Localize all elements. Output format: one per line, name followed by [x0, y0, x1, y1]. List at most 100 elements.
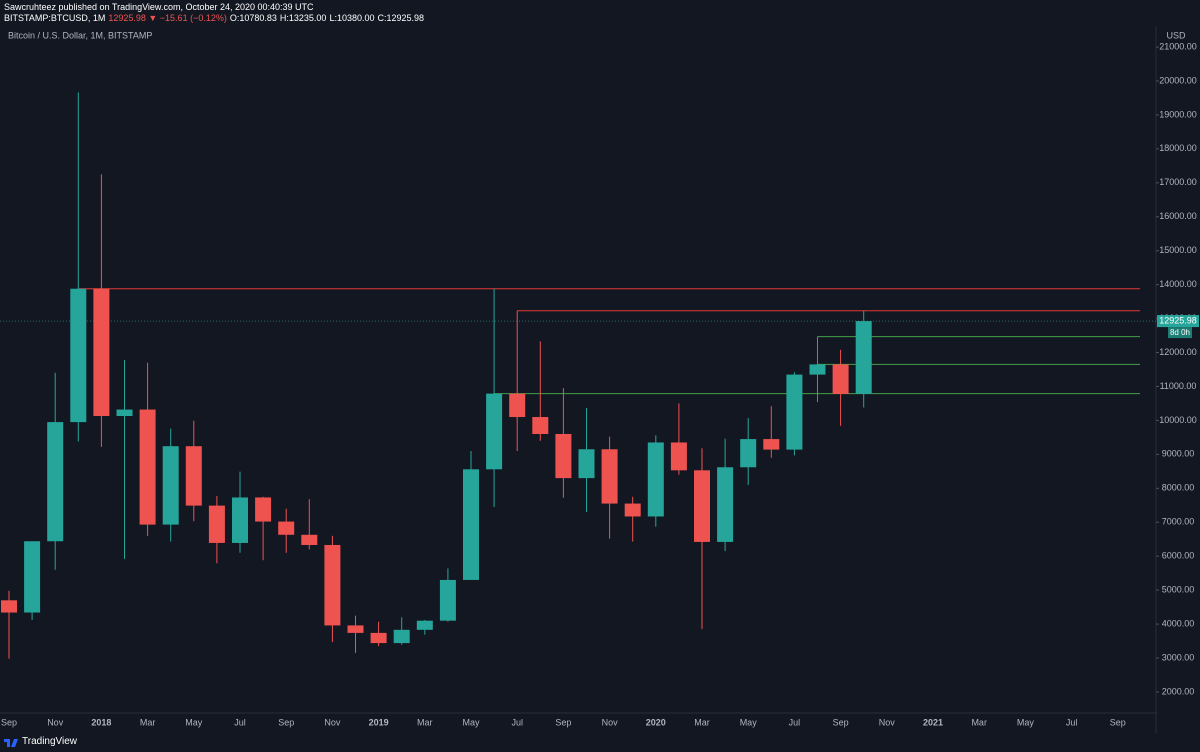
- candle-body: [393, 629, 410, 644]
- candle-body: [647, 442, 664, 517]
- y-tick-label: 2000.00: [1162, 686, 1195, 696]
- y-tick-label: 7000.00: [1162, 517, 1195, 527]
- chart-title: Bitcoin / U.S. Dollar, 1M, BITSTAMP: [8, 30, 152, 40]
- candle-body: [740, 439, 757, 468]
- y-tick-label: 18000.00: [1159, 143, 1197, 153]
- x-tick-label: Sep: [1110, 717, 1126, 727]
- x-tick-label: Sep: [1, 717, 17, 727]
- candle-body: [370, 632, 387, 644]
- x-tick-label: Jul: [789, 717, 801, 727]
- y-tick-label: 21000.00: [1159, 41, 1197, 51]
- x-tick-label: May: [1017, 717, 1035, 727]
- x-tick-label: Mar: [694, 717, 710, 727]
- y-tick-label: 9000.00: [1162, 449, 1195, 459]
- candle-body: [162, 446, 179, 525]
- x-tick-label: Jul: [511, 717, 523, 727]
- candle-body: [855, 321, 872, 394]
- candle-body: [532, 417, 549, 434]
- logo: [4, 738, 18, 747]
- candle-body: [439, 579, 456, 621]
- y-tick-label: 4000.00: [1162, 618, 1195, 628]
- ohlc-l: L:10380.00: [329, 13, 375, 23]
- x-tick-label: Jul: [1066, 717, 1078, 727]
- candle-body: [208, 505, 225, 543]
- author-line: Sawcruhteez published on TradingView.com…: [4, 2, 314, 12]
- candle-body: [301, 534, 318, 545]
- x-tick-label: 2020: [646, 717, 666, 727]
- candle-body: [24, 541, 41, 613]
- symbol: BITSTAMP:BTCUSD, 1M: [4, 13, 106, 23]
- candle-body: [786, 374, 803, 450]
- symbol-line: BITSTAMP:BTCUSD, 1M 12925.98 ▼ −15.61 (−0…: [4, 13, 427, 24]
- x-tick-label: Nov: [602, 717, 619, 727]
- y-tick-label: 16000.00: [1159, 211, 1197, 221]
- y-tick-label: 8000.00: [1162, 483, 1195, 493]
- candle-body: [255, 497, 272, 522]
- y-tick-label: 3000.00: [1162, 652, 1195, 662]
- x-tick-label: 2019: [369, 717, 389, 727]
- ohlc-h: H:13235.00: [279, 13, 327, 23]
- ohlc-o: O:10780.83: [229, 13, 277, 23]
- y-tick-label: 12000.00: [1159, 347, 1197, 357]
- candle-body: [717, 467, 734, 542]
- x-tick-label: Mar: [417, 717, 433, 727]
- candle-body: [1, 600, 17, 613]
- candle-body: [139, 409, 156, 525]
- candle-body: [185, 446, 202, 506]
- candle-body: [509, 393, 526, 418]
- candle-body: [232, 497, 248, 543]
- candle-body: [694, 470, 710, 542]
- candle-body: [116, 409, 133, 417]
- y-tick-label: 6000.00: [1162, 551, 1195, 561]
- x-tick-label: Jul: [234, 717, 246, 727]
- x-tick-label: Sep: [833, 717, 849, 727]
- candle-body: [278, 521, 295, 535]
- x-tick-label: Nov: [879, 717, 896, 727]
- candle-body: [601, 449, 618, 504]
- currency: USD: [1166, 30, 1186, 40]
- candle-body: [763, 439, 780, 450]
- brand: TradingView: [22, 736, 78, 747]
- y-tick-label: 11000.00: [1160, 381, 1197, 391]
- x-tick-label: Mar: [971, 717, 987, 727]
- header: Sawcruhteez published on TradingView.com…: [4, 2, 427, 24]
- x-tick-label: Sep: [555, 717, 571, 727]
- ohlc-c: C:12925.98: [377, 13, 425, 23]
- candle-body: [347, 625, 364, 633]
- candle-body: [463, 469, 479, 580]
- candle-body: [324, 544, 341, 626]
- x-tick-label: May: [462, 717, 480, 727]
- x-tick-label: Sep: [278, 717, 294, 727]
- candle-body: [809, 364, 826, 375]
- y-tick-label: 10000.00: [1159, 415, 1197, 425]
- footer: TradingView: [4, 736, 77, 747]
- candle-body: [93, 288, 110, 417]
- y-tick-label: 17000.00: [1159, 177, 1197, 187]
- last-price-box: [1157, 315, 1199, 328]
- x-tick-label: 2021: [923, 717, 943, 727]
- x-tick-label: Nov: [324, 717, 341, 727]
- last-price-label: 12925.98: [1159, 315, 1197, 325]
- candle-body: [832, 364, 849, 394]
- candle-body: [670, 442, 687, 471]
- y-tick-label: 20000.00: [1159, 75, 1197, 85]
- candle-body: [578, 449, 595, 479]
- countdown: 8d 0h: [1170, 328, 1190, 337]
- candle-body: [70, 288, 87, 423]
- x-tick-label: Nov: [47, 717, 64, 727]
- x-tick-label: Mar: [140, 717, 156, 727]
- y-tick-label: 19000.00: [1159, 109, 1197, 119]
- candle-body: [486, 393, 503, 470]
- x-tick-label: May: [185, 717, 203, 727]
- candle-body: [47, 422, 64, 542]
- x-tick-label: May: [740, 717, 758, 727]
- candle-body: [624, 503, 641, 517]
- x-tick-label: 2018: [91, 717, 111, 727]
- y-tick-label: 15000.00: [1159, 245, 1197, 255]
- candle-body: [555, 433, 572, 479]
- candle-body: [416, 620, 433, 630]
- y-tick-label: 5000.00: [1162, 585, 1195, 595]
- y-tick-label: 14000.00: [1159, 279, 1197, 289]
